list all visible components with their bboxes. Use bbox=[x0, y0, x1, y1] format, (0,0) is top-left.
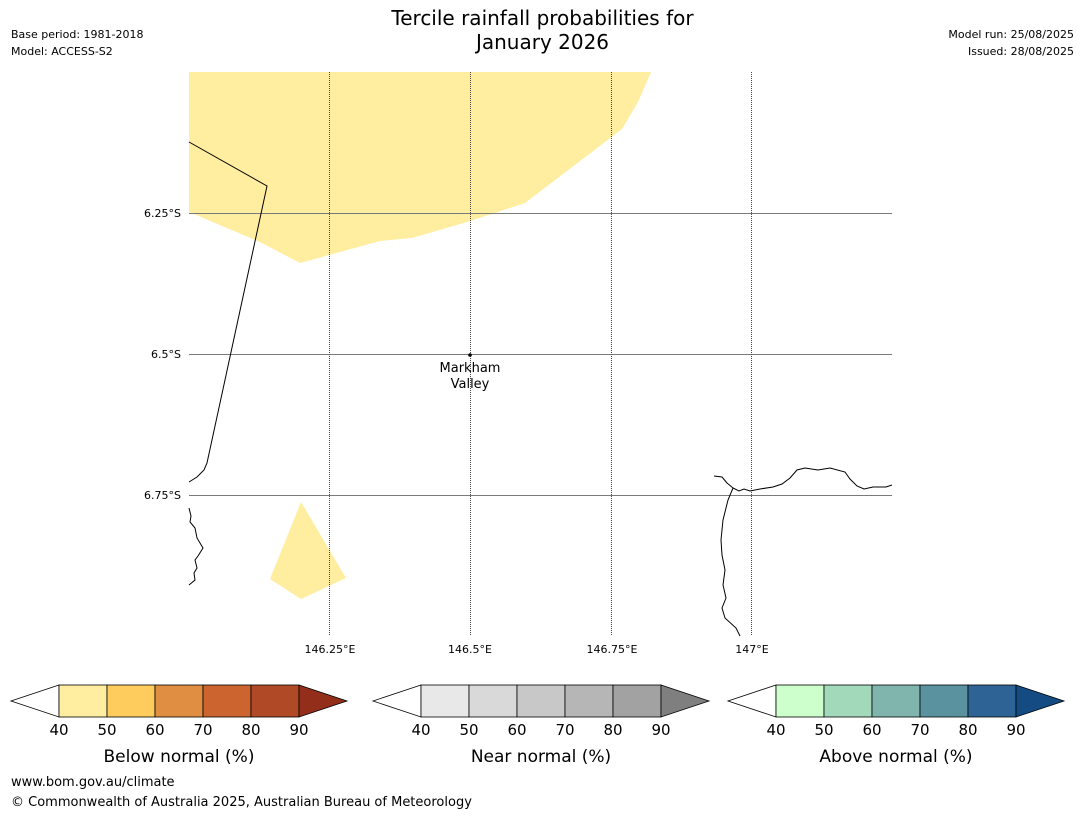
legend-swatch bbox=[612, 684, 662, 718]
lon-label: 146.5°E bbox=[448, 643, 492, 656]
legend-tick: 90 bbox=[1006, 721, 1025, 739]
coastline-west bbox=[188, 507, 204, 586]
lon-label: 147°E bbox=[735, 643, 768, 656]
legend-tick: 80 bbox=[603, 721, 622, 739]
legend-extend-low bbox=[726, 684, 777, 718]
legend-swatch bbox=[58, 684, 108, 718]
legend-swatch bbox=[919, 684, 969, 718]
longitude-lines bbox=[329, 72, 752, 636]
lon-label: 146.25°E bbox=[305, 643, 356, 656]
legend-ticks: 40 50 60 70 80 90 bbox=[766, 721, 1025, 739]
legend-title: Above normal (%) bbox=[819, 747, 972, 767]
legend-tick: 50 bbox=[97, 721, 116, 739]
latitude-lines bbox=[189, 213, 892, 496]
legend-swatch bbox=[420, 684, 470, 718]
legend-swatch bbox=[516, 684, 566, 718]
legend-extend-low bbox=[371, 684, 422, 718]
legend-tick: 50 bbox=[459, 721, 478, 739]
legend-swatch bbox=[250, 684, 300, 718]
map-title: Tercile rainfall probabilities for Janua… bbox=[0, 6, 1085, 54]
lat-label: 6.75°S bbox=[144, 489, 181, 502]
footer-url: www.bom.gov.au/climate bbox=[11, 775, 175, 790]
below-normal-area-south bbox=[270, 502, 346, 599]
legend-extend-high bbox=[660, 684, 711, 718]
legend-tick: 80 bbox=[241, 721, 260, 739]
border-line bbox=[188, 141, 268, 483]
title-line-1: Tercile rainfall probabilities for bbox=[391, 6, 694, 30]
legend-tick: 40 bbox=[766, 721, 785, 739]
issued-date: Issued: 28/08/2025 bbox=[967, 45, 1074, 58]
legend-ticks: 40 50 60 70 80 90 bbox=[411, 721, 670, 739]
legend-ticks: 40 50 60 70 80 90 bbox=[49, 721, 308, 739]
meta-right: Model run: 25/08/2025 Issued: 28/08/2025 bbox=[948, 26, 1074, 60]
place-name-line-1: Markham bbox=[440, 361, 501, 376]
legend-swatch bbox=[967, 684, 1017, 718]
legend-tick: 60 bbox=[145, 721, 164, 739]
below-normal-area-north bbox=[189, 72, 651, 263]
legend-swatch bbox=[775, 684, 825, 718]
place-name-line-2: Valley bbox=[451, 377, 490, 392]
legend-extend-low bbox=[9, 684, 60, 718]
legend-tick: 40 bbox=[411, 721, 430, 739]
lat-label: 6.25°S bbox=[144, 207, 181, 220]
lon-label: 146.75°E bbox=[587, 643, 638, 656]
legend-tick: 40 bbox=[49, 721, 68, 739]
coastline-east bbox=[713, 467, 893, 637]
base-period: Base period: 1981-2018 bbox=[11, 28, 144, 41]
markham-valley-marker bbox=[468, 353, 472, 357]
coastlines bbox=[188, 141, 893, 637]
model-name: Model: ACCESS-S2 bbox=[11, 45, 113, 58]
meta-left: Base period: 1981-2018 Model: ACCESS-S2 bbox=[11, 26, 143, 60]
legend-title: Below normal (%) bbox=[104, 747, 255, 767]
legend-title: Near normal (%) bbox=[471, 747, 611, 767]
legend-extend-high bbox=[298, 684, 349, 718]
lon-axis-labels: 146.25°E 146.5°E 146.75°E 147°E bbox=[305, 643, 769, 656]
legend-swatch bbox=[871, 684, 921, 718]
legend-swatch bbox=[154, 684, 204, 718]
legend-tick: 70 bbox=[555, 721, 574, 739]
legend-tick: 60 bbox=[507, 721, 526, 739]
legend-tick: 70 bbox=[910, 721, 929, 739]
lat-axis-labels: 6.25°S 6.5°S 6.75°S bbox=[144, 207, 181, 502]
legend-tick: 90 bbox=[651, 721, 670, 739]
legend-near-normal: 40 50 60 70 80 90 Near normal (%) bbox=[371, 684, 711, 767]
legend-tick: 70 bbox=[193, 721, 212, 739]
legend-tick: 90 bbox=[289, 721, 308, 739]
legend-swatch bbox=[564, 684, 614, 718]
legend-above-normal: 40 50 60 70 80 90 Above normal (%) bbox=[726, 684, 1066, 767]
footer-copyright: © Commonwealth of Australia 2025, Austra… bbox=[11, 795, 472, 810]
legend-tick: 80 bbox=[958, 721, 977, 739]
legend-swatch bbox=[823, 684, 873, 718]
legend-swatch bbox=[106, 684, 156, 718]
legend-extend-high bbox=[1015, 684, 1066, 718]
legend-tick: 50 bbox=[814, 721, 833, 739]
legend-swatch bbox=[468, 684, 518, 718]
title-line-2: January 2026 bbox=[475, 30, 610, 54]
model-run: Model run: 25/08/2025 bbox=[948, 28, 1074, 41]
legend-swatch bbox=[202, 684, 252, 718]
legend-tick: 60 bbox=[862, 721, 881, 739]
lat-label: 6.5°S bbox=[151, 348, 181, 361]
legend-below-normal: 40 50 60 70 80 90 Below normal (%) bbox=[9, 684, 349, 767]
